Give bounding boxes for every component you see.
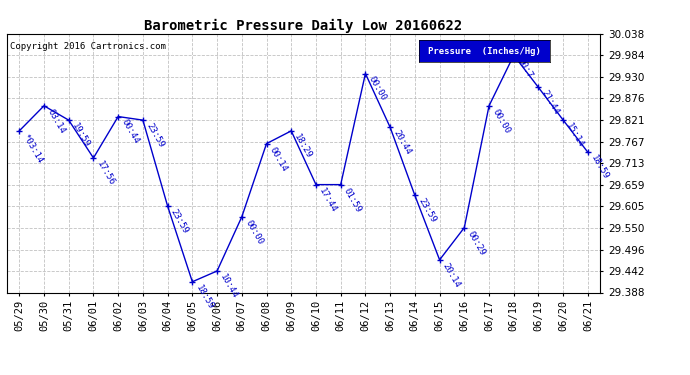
Text: 17:44: 17:44 xyxy=(317,186,339,214)
Text: 00:00: 00:00 xyxy=(491,107,512,135)
Text: 00:7: 00:7 xyxy=(515,57,533,80)
Text: 00:00: 00:00 xyxy=(367,75,388,103)
Text: 18:29: 18:29 xyxy=(293,132,314,160)
Text: 18:59: 18:59 xyxy=(194,283,215,311)
Text: 23:59: 23:59 xyxy=(144,122,166,149)
Text: 15:14: 15:14 xyxy=(564,122,586,149)
Text: 03:14: 03:14 xyxy=(46,107,67,135)
Title: Barometric Pressure Daily Low 20160622: Barometric Pressure Daily Low 20160622 xyxy=(144,18,463,33)
Text: 18:59: 18:59 xyxy=(589,154,611,182)
Text: 21:44: 21:44 xyxy=(540,89,561,117)
Text: 10:44: 10:44 xyxy=(219,272,239,300)
Text: 00:29: 00:29 xyxy=(466,229,487,257)
Text: 17:56: 17:56 xyxy=(95,159,116,187)
Text: 20:44: 20:44 xyxy=(391,129,413,156)
Text: *03:14: *03:14 xyxy=(21,132,45,165)
Text: 19:59: 19:59 xyxy=(70,122,91,149)
Text: 00:00: 00:00 xyxy=(243,218,264,246)
Text: 01:59: 01:59 xyxy=(342,186,364,214)
Text: 23:59: 23:59 xyxy=(416,197,437,225)
Text: Copyright 2016 Cartronics.com: Copyright 2016 Cartronics.com xyxy=(10,42,166,51)
Text: 20:14: 20:14 xyxy=(441,261,462,289)
Text: 23:59: 23:59 xyxy=(169,207,190,235)
Text: 00:14: 00:14 xyxy=(268,145,289,173)
Text: 00:44: 00:44 xyxy=(119,118,141,146)
